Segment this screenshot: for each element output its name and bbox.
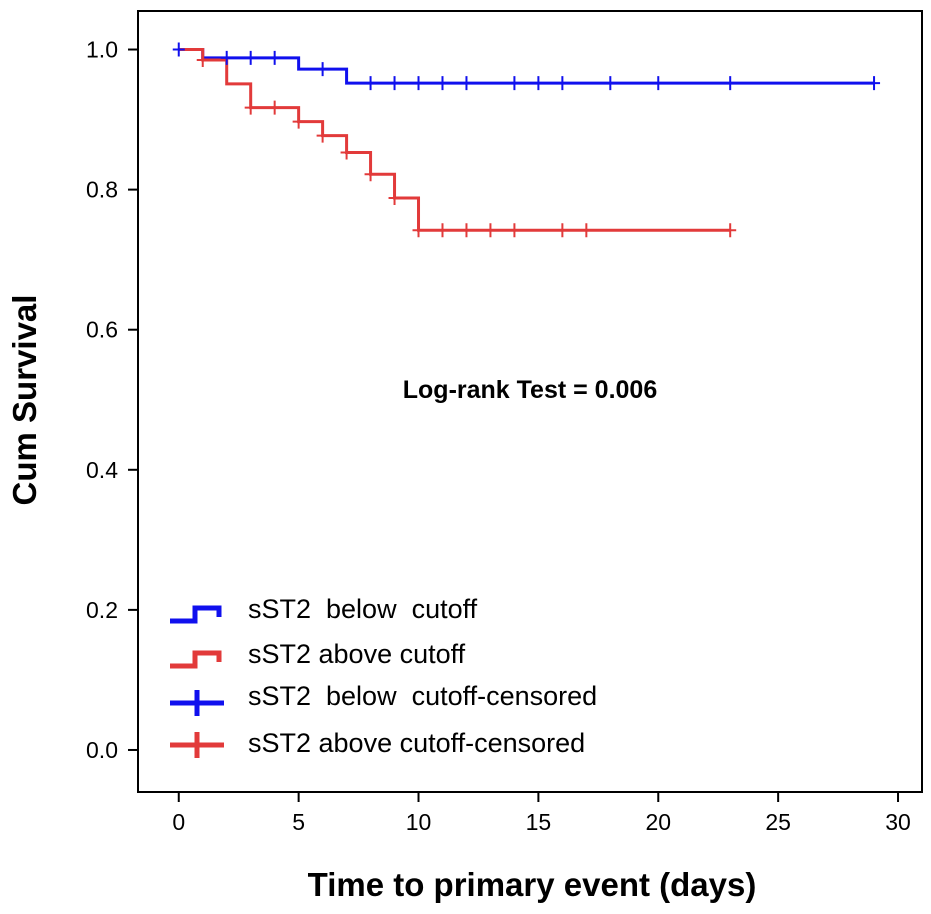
censor-mark-below-cutoff [364, 76, 377, 91]
censor-mark-below-cutoff [388, 76, 401, 91]
censor-mark-above-cutoff [388, 191, 401, 206]
legend-label-below-cutoff: sST2 below cutoff [248, 594, 478, 624]
censor-mark-above-cutoff [196, 53, 209, 68]
censor-mark-below-cutoff [508, 76, 521, 91]
censor-mark-below-cutoff [316, 62, 329, 77]
censor-mark-below-cutoff [868, 76, 881, 91]
y-tick-label: 0.2 [86, 597, 118, 623]
censor-mark-below-cutoff [604, 76, 617, 91]
y-tick-label: 0.0 [86, 737, 118, 763]
x-tick-label: 15 [526, 809, 552, 835]
censor-mark-below-cutoff [268, 50, 281, 65]
censor-mark-above-cutoff [508, 223, 521, 238]
x-tick-label: 0 [172, 809, 185, 835]
legend-swatch-above-cutoff-censored [170, 732, 224, 758]
legend-label-above-cutoff: sST2 above cutoff [248, 639, 466, 669]
plot-frame [137, 10, 923, 793]
censor-mark-above-cutoff [364, 167, 377, 182]
censor-mark-below-cutoff [460, 76, 473, 91]
censor-mark-above-cutoff [580, 223, 593, 238]
y-tick-label: 1.0 [86, 37, 118, 63]
censor-mark-above-cutoff [292, 114, 305, 129]
survival-curve-above-cutoff [178, 48, 731, 232]
censor-mark-below-cutoff [244, 50, 257, 65]
legend-swatch-below-cutoff-censored [170, 690, 224, 716]
censor-mark-above-cutoff [436, 223, 449, 238]
y-axis-title: Cum Survival [6, 295, 43, 506]
legend-swatch-above-cutoff [170, 650, 222, 669]
x-axis-title: Time to primary event (days) [308, 866, 757, 903]
legend: sST2 below cutoff sST2 above cutoff sST2… [170, 594, 597, 758]
censor-mark-above-cutoff [460, 223, 473, 238]
y-tick-label: 0.4 [86, 457, 118, 483]
censor-mark-above-cutoff [484, 223, 497, 238]
x-tick-label: 10 [406, 809, 432, 835]
censor-mark-below-cutoff [172, 42, 185, 57]
censor-mark-below-cutoff [436, 76, 449, 91]
censor-mark-below-cutoff [652, 76, 665, 91]
censor-mark-above-cutoff [244, 100, 257, 115]
x-tick-label: 30 [885, 809, 911, 835]
censor-marks-group [172, 42, 881, 238]
censor-mark-above-cutoff [724, 223, 737, 238]
y-tick-label: 0.6 [86, 317, 118, 343]
censor-mark-above-cutoff [268, 100, 281, 115]
series-group [178, 48, 875, 232]
censor-mark-below-cutoff [412, 76, 425, 91]
censor-mark-below-cutoff [532, 76, 545, 91]
x-tick-label: 20 [645, 809, 671, 835]
legend-label-above-cutoff-censored: sST2 above cutoff-censored [248, 728, 585, 758]
y-tick-label: 0.8 [86, 177, 118, 203]
legend-label-below-cutoff-censored: sST2 below cutoff-censored [248, 681, 597, 711]
axes: 0 5 10 15 20 25 30 0.0 0.2 0.4 0.6 0.8 1.0 [86, 37, 911, 835]
log-rank-annotation: Log-rank Test = 0.006 [403, 376, 658, 404]
censor-mark-below-cutoff [220, 50, 233, 65]
censor-mark-above-cutoff [340, 145, 353, 160]
censor-mark-above-cutoff [412, 223, 425, 238]
censor-mark-above-cutoff [316, 128, 329, 143]
censor-mark-above-cutoff [556, 223, 569, 238]
legend-swatch-below-cutoff [170, 605, 222, 624]
censor-mark-below-cutoff [724, 76, 737, 91]
x-tick-label: 25 [765, 809, 791, 835]
censor-mark-below-cutoff [556, 76, 569, 91]
survival-curve-below-cutoff [178, 48, 875, 85]
x-tick-label: 5 [292, 809, 305, 835]
